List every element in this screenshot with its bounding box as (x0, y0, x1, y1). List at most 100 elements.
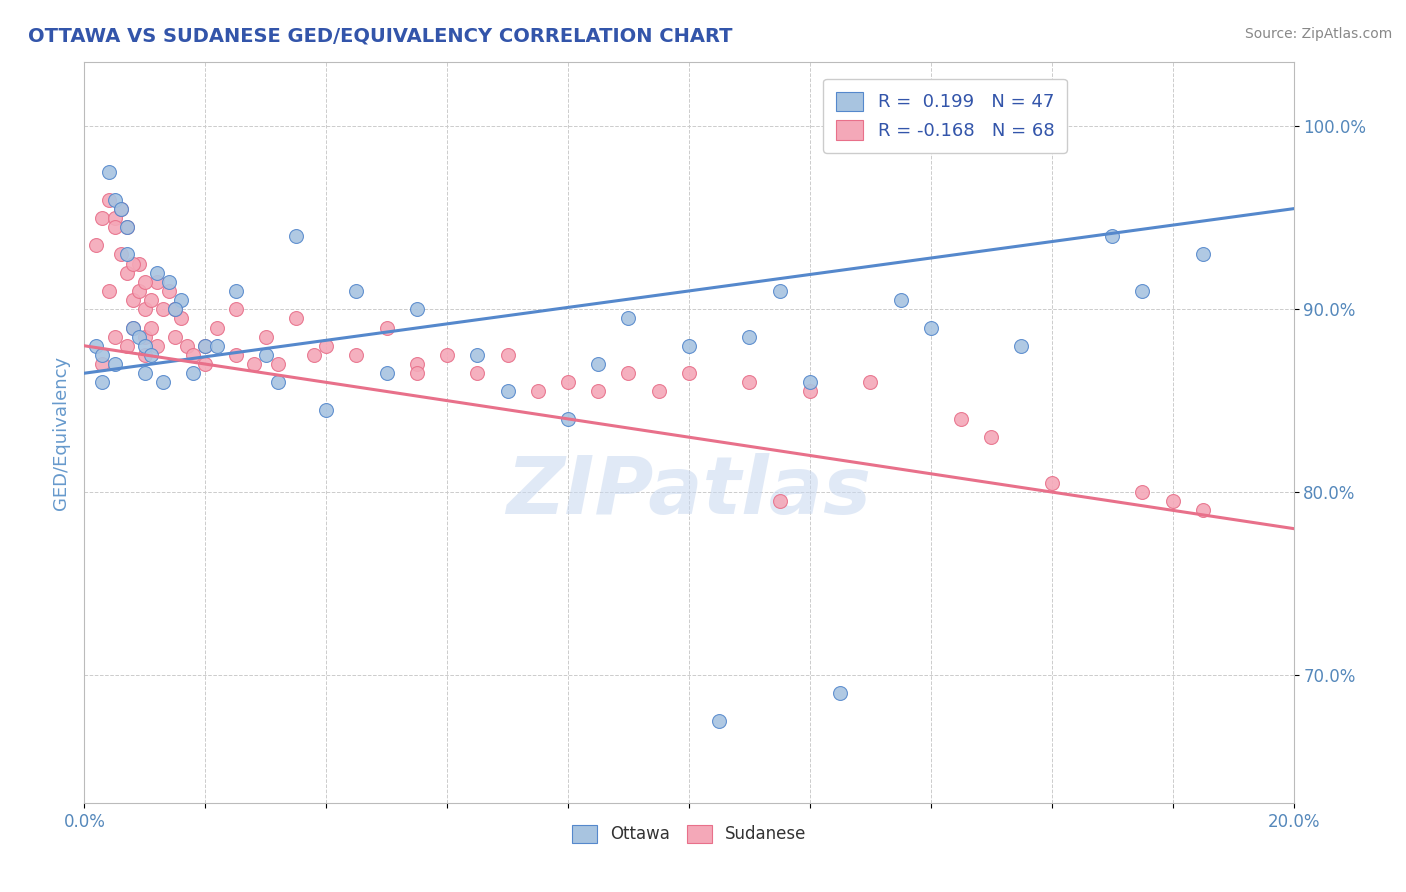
Point (254, 348, 277, 362)
Point (121, 293, 143, 307)
Point (406, 357, 429, 371)
Point (1192, 503, 1215, 517)
Point (170, 311, 193, 326)
Point (91, 357, 114, 371)
Point (648, 384, 671, 399)
Point (115, 266, 138, 280)
Point (678, 339, 700, 353)
Point (738, 329, 761, 343)
Point (121, 320, 143, 334)
Point (139, 348, 162, 362)
Point (115, 219, 138, 234)
Point (980, 430, 1002, 444)
Point (194, 339, 217, 353)
Point (146, 339, 169, 353)
Point (134, 348, 156, 362)
Text: ZIPatlas: ZIPatlas (506, 453, 872, 531)
Point (165, 329, 187, 343)
Point (1101, 229, 1123, 244)
Point (267, 376, 290, 390)
Point (104, 357, 127, 371)
Point (1132, 485, 1154, 500)
Point (527, 384, 550, 399)
Point (557, 412, 579, 426)
Point (170, 293, 193, 307)
Point (139, 320, 162, 334)
Point (121, 320, 143, 334)
Point (496, 348, 519, 362)
Point (1192, 247, 1215, 261)
Y-axis label: GED/Equivalency: GED/Equivalency (52, 356, 70, 509)
Text: Source: ZipAtlas.com: Source: ZipAtlas.com (1244, 27, 1392, 41)
Point (1040, 475, 1063, 490)
Point (285, 311, 308, 326)
Point (104, 329, 127, 343)
Point (110, 202, 132, 216)
Point (128, 256, 150, 270)
Point (139, 293, 162, 307)
Point (950, 412, 973, 426)
Point (678, 366, 700, 380)
Point (830, 686, 852, 700)
Point (346, 284, 368, 298)
Point (152, 376, 174, 390)
Point (134, 339, 156, 353)
Point (181, 366, 204, 380)
Point (115, 247, 138, 261)
Point (617, 311, 640, 326)
Point (406, 366, 429, 380)
Point (134, 366, 156, 380)
Point (146, 275, 169, 289)
Point (406, 302, 429, 317)
Point (315, 402, 337, 417)
Point (97, 284, 120, 298)
Point (225, 302, 247, 317)
Point (91, 348, 114, 362)
Point (128, 329, 150, 343)
Legend: Ottawa, Sudanese: Ottawa, Sudanese (565, 818, 813, 850)
Point (207, 339, 229, 353)
Point (799, 384, 821, 399)
Point (302, 348, 325, 362)
Point (152, 302, 174, 317)
Point (738, 376, 761, 390)
Point (97, 193, 120, 207)
Point (181, 348, 204, 362)
Point (146, 266, 169, 280)
Point (920, 320, 942, 334)
Point (134, 275, 156, 289)
Point (254, 329, 277, 343)
Point (115, 339, 138, 353)
Point (134, 302, 156, 317)
Point (859, 376, 882, 390)
Text: OTTAWA VS SUDANESE GED/EQUIVALENCY CORRELATION CHART: OTTAWA VS SUDANESE GED/EQUIVALENCY CORRE… (28, 27, 733, 45)
Point (375, 366, 398, 380)
Point (709, 714, 731, 728)
Point (225, 284, 247, 298)
Point (86, 339, 108, 353)
Point (588, 384, 610, 399)
Point (588, 357, 610, 371)
Point (115, 219, 138, 234)
Point (436, 348, 458, 362)
Point (165, 302, 187, 317)
Point (91, 211, 114, 225)
Point (1132, 284, 1154, 298)
Point (769, 284, 792, 298)
Point (617, 366, 640, 380)
Point (91, 376, 114, 390)
Point (104, 193, 127, 207)
Point (267, 357, 290, 371)
Point (346, 348, 368, 362)
Point (315, 339, 337, 353)
Point (467, 348, 489, 362)
Point (375, 320, 398, 334)
Point (242, 357, 264, 371)
Point (110, 247, 132, 261)
Point (134, 329, 156, 343)
Point (165, 302, 187, 317)
Point (557, 376, 579, 390)
Point (128, 284, 150, 298)
Point (769, 494, 792, 508)
Point (207, 320, 229, 334)
